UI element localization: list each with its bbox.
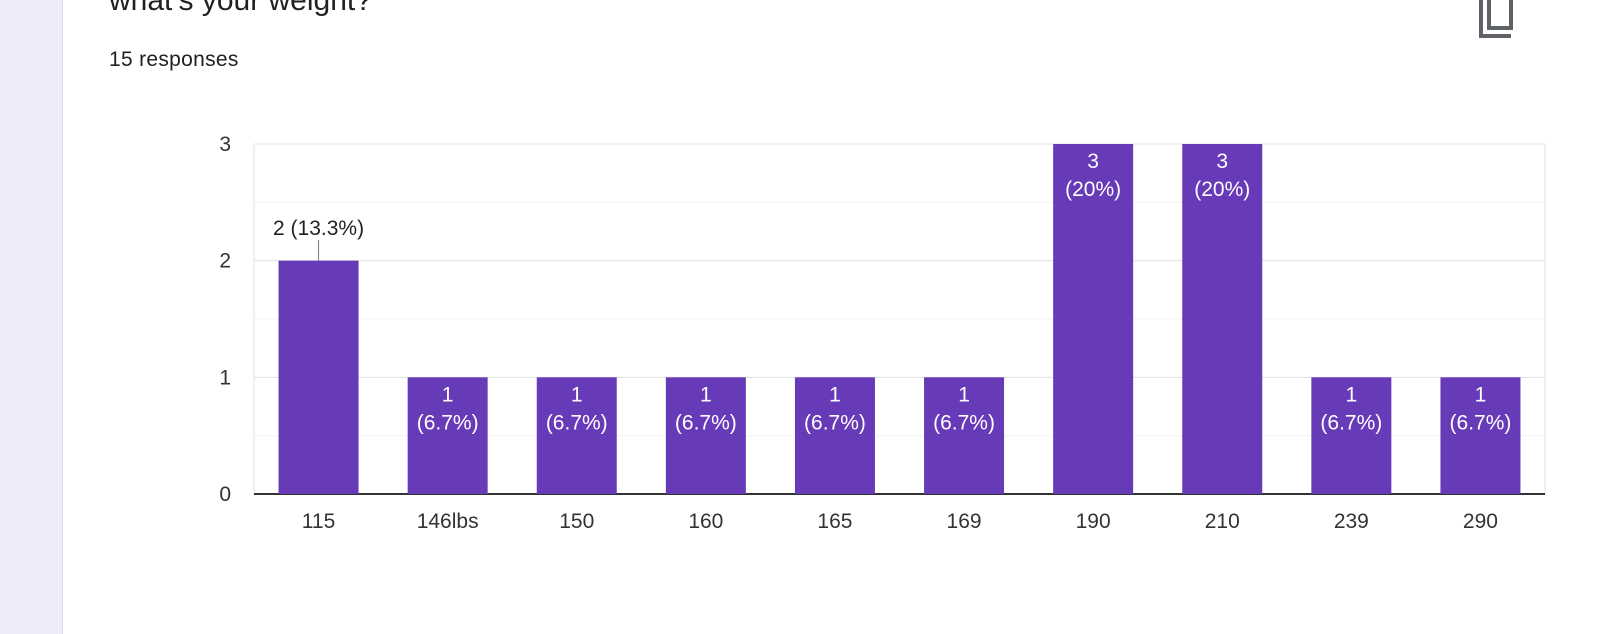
bar (1440, 377, 1521, 494)
data-label-count: 1 (571, 383, 583, 406)
data-label-percent: (6.7%) (546, 411, 608, 434)
data-label-percent: (20%) (1065, 178, 1121, 201)
data-label-count: 3 (1216, 150, 1228, 173)
data-label-count: 1 (442, 383, 454, 406)
x-tick-label: 169 (947, 510, 982, 533)
data-label-count: 1 (1475, 383, 1487, 406)
data-label-percent: (6.7%) (1320, 411, 1382, 434)
bar (1311, 377, 1392, 494)
labels: 115 2 (13.3%) 146lbs 1 (6.7%) 150 1 (6.7%) 160 1 (… (273, 150, 1511, 533)
copy-chart-button[interactable] (1473, 0, 1523, 42)
data-label-count: 1 (1346, 383, 1358, 406)
copy-icon (1479, 0, 1513, 38)
x-tick-label: 115 (302, 510, 335, 533)
y-tick-label: 3 (219, 133, 231, 156)
question-title: what’s your weight? (109, 0, 372, 17)
data-label-percent: (6.7%) (933, 411, 995, 434)
data-label-percent: (20%) (1194, 178, 1250, 201)
data-label-percent: (6.7%) (417, 411, 479, 434)
x-tick-label: 290 (1463, 510, 1498, 533)
bar (1182, 144, 1263, 494)
x-tick-label: 146lbs (417, 510, 479, 533)
data-label-percent: (6.7%) (675, 411, 737, 434)
bar (794, 377, 875, 494)
bar (278, 260, 359, 494)
x-tick-label: 165 (817, 510, 852, 533)
data-label-count: 1 (829, 383, 841, 406)
data-label: 2 (13.3%) (273, 217, 364, 240)
bar (665, 377, 746, 494)
response-count: 15 responses (109, 48, 239, 71)
data-label-percent: (6.7%) (1450, 411, 1512, 434)
bar (536, 377, 617, 494)
data-label-count: 3 (1087, 150, 1099, 173)
y-tick-label: 2 (219, 250, 231, 273)
bar-chart: 0 1 2 3 115 2 (13.3%) 146lbs 1 (6.7%) 150 1 (6.7%)… (219, 133, 1546, 533)
y-tick-label: 0 (219, 483, 231, 506)
bars (278, 144, 1521, 494)
bar (1053, 144, 1134, 494)
data-label-count: 1 (958, 383, 970, 406)
y-tick-label: 1 (219, 366, 231, 389)
bar (924, 377, 1005, 494)
bar (407, 377, 488, 494)
data-label-count: 1 (700, 383, 712, 406)
x-tick-label: 239 (1334, 510, 1369, 533)
x-tick-label: 210 (1205, 510, 1240, 533)
data-label-percent: (6.7%) (804, 411, 866, 434)
x-tick-label: 150 (559, 510, 594, 533)
x-tick-label: 190 (1076, 510, 1111, 533)
x-tick-label: 160 (688, 510, 723, 533)
